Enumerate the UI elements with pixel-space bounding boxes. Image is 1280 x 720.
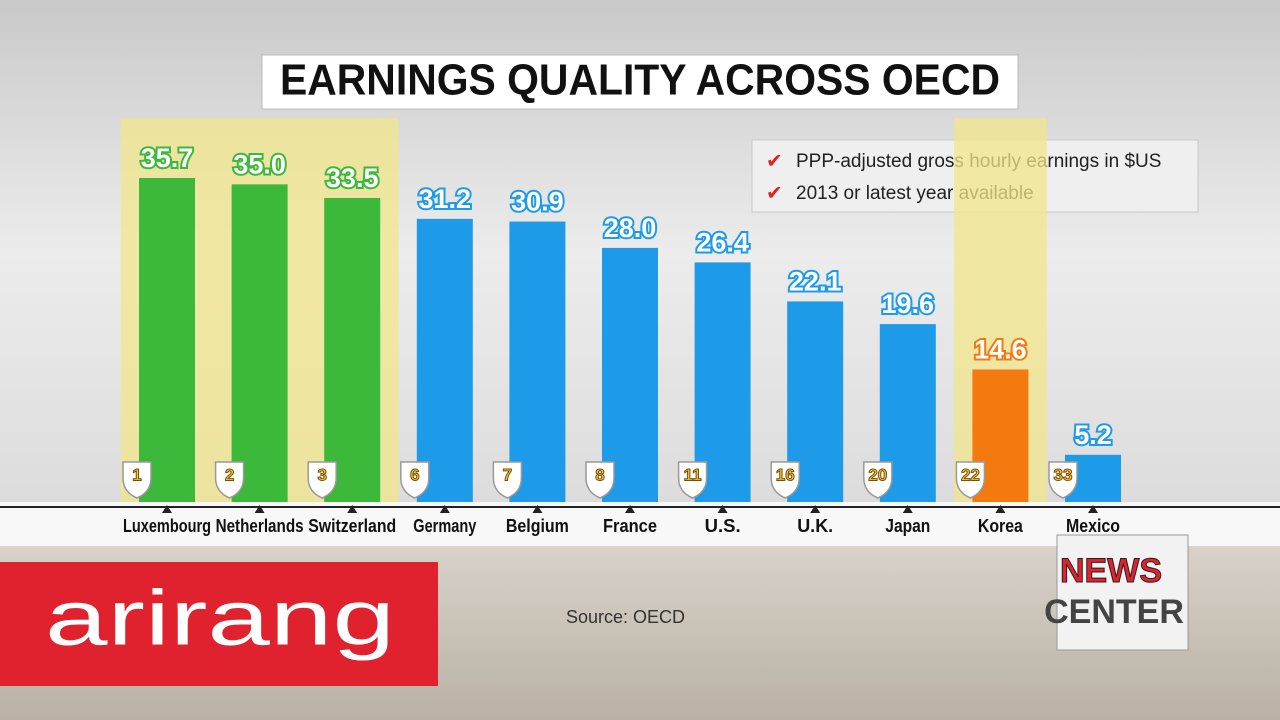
rank-badge [863, 461, 893, 499]
rank-badge [307, 461, 337, 499]
value-label: 22.1 [789, 267, 842, 297]
bar [416, 218, 473, 502]
rank-label: 6 [410, 465, 419, 484]
tick-marker [1088, 505, 1098, 513]
x-tick-label: Mexico [1066, 516, 1120, 536]
value-label: 30.9 [511, 187, 564, 217]
value-label: 26.4 [696, 228, 749, 258]
rank-badge [955, 461, 986, 499]
tick-marker [347, 505, 358, 513]
x-tick-label: Switzerland [308, 516, 396, 536]
show-name: NEWS [1060, 552, 1162, 590]
x-tick-label: Luxembourg [123, 516, 211, 536]
value-label: 14.6 [974, 335, 1027, 365]
logo: arirang [45, 574, 395, 662]
x-tick-label: Belgium [506, 516, 569, 536]
rank-label: 33 [1054, 465, 1073, 484]
rank-badge [214, 461, 245, 499]
tick-marker [532, 505, 543, 513]
x-tick-label: Netherlands [216, 516, 304, 536]
rank-badge [677, 461, 708, 499]
x-tick-label: Germany [413, 516, 476, 536]
value-label: 28.0 [604, 213, 657, 243]
tick-marker [439, 505, 450, 513]
tick-marker [717, 505, 728, 513]
tick-marker [810, 505, 821, 513]
x-tick-label: Korea [978, 516, 1024, 536]
rank-label: 7 [503, 465, 512, 484]
x-tick-label: U.K. [797, 516, 833, 536]
bar [324, 197, 381, 503]
rank-label: 22 [961, 465, 980, 484]
chart-title: EARNINGS QUALITY ACROSS OECD [280, 56, 1000, 105]
bar [602, 247, 658, 502]
tick-marker [162, 505, 172, 513]
rank-label: 2 [225, 465, 234, 484]
value-label: 5.2 [1074, 420, 1112, 450]
plot: 35.7 1 Luxembourg 35.0 2 Netherlands 33.5 3 Swit… [120, 118, 1121, 536]
bar [231, 184, 288, 502]
tick-marker [625, 505, 635, 513]
title-box [261, 54, 1019, 110]
tick-marker [902, 505, 913, 513]
rank-badge [122, 461, 152, 499]
bar [509, 221, 566, 502]
show-name: CENTER [1044, 593, 1184, 631]
rank-label: 1 [132, 465, 141, 484]
tick-marker [995, 505, 1006, 513]
rank-badge [1048, 461, 1078, 499]
rank-label: 8 [595, 465, 604, 484]
tick-marker [254, 505, 265, 513]
rank-label: 16 [776, 465, 795, 484]
show-box [1056, 534, 1189, 651]
value-label: 33.5 [326, 163, 379, 193]
check: ✔ [766, 150, 783, 172]
bar [139, 178, 195, 502]
x-tick-label: France [603, 516, 657, 536]
value-label: 35.7 [141, 143, 194, 173]
value-label: 31.2 [419, 184, 472, 214]
value-label: 35.0 [233, 149, 286, 179]
x-tick-label: U.S. [705, 516, 741, 536]
x-tick-label: Japan [885, 516, 930, 536]
rank-label: 3 [317, 465, 326, 484]
value-label: 19.6 [882, 289, 935, 319]
logo-box [0, 562, 438, 686]
check: ✔ [766, 182, 783, 204]
rank-badge [585, 461, 615, 499]
source: Source: OECD [566, 607, 685, 627]
rank-label: 11 [684, 465, 702, 484]
rank-badge [770, 461, 800, 499]
rank-badge [400, 461, 430, 499]
rank-label: 20 [868, 465, 887, 484]
rank-badge [492, 461, 523, 499]
